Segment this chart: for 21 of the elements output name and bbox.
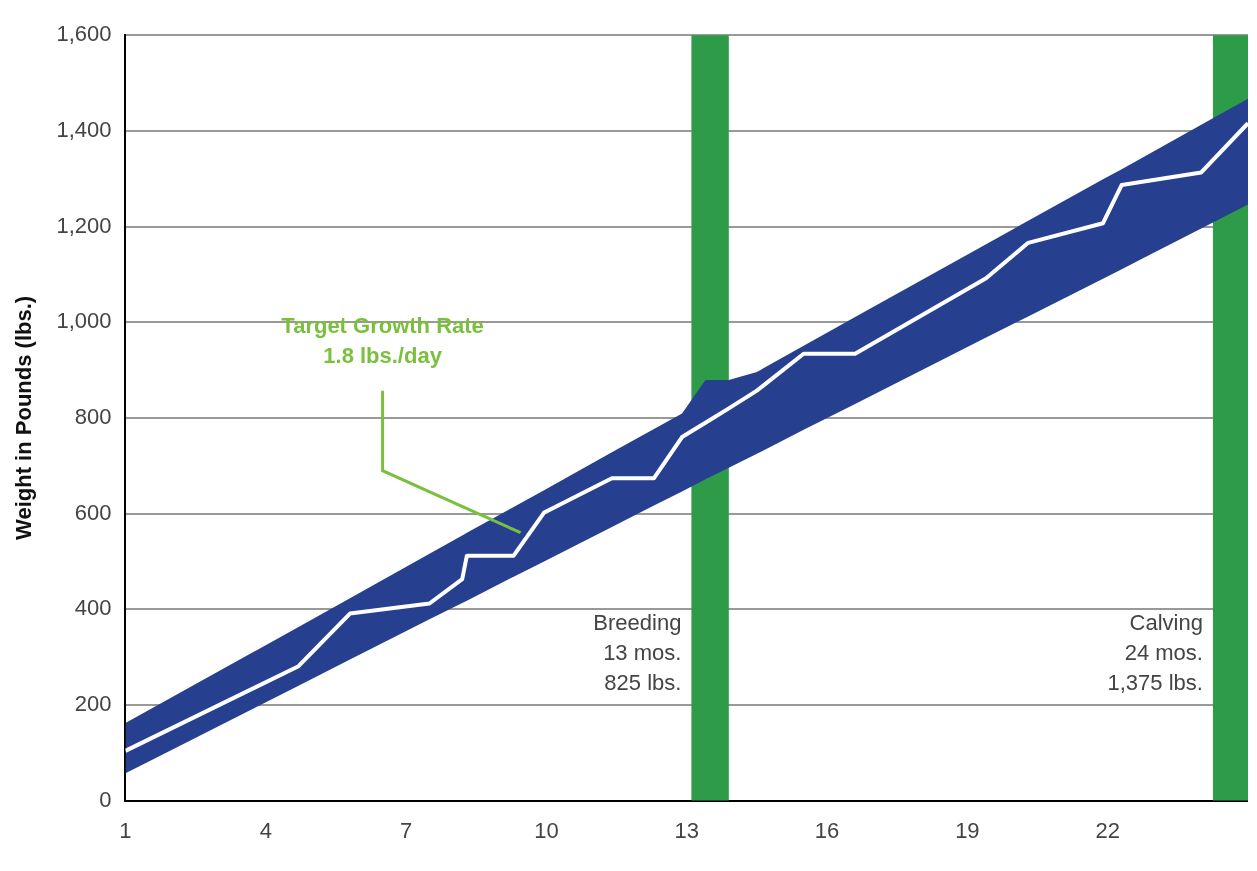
- band-label: Calving 24 mos. 1,375 lbs.: [1107, 610, 1203, 696]
- x-tick-label: 10: [534, 817, 559, 843]
- y-tick-label: 400: [74, 595, 112, 621]
- y-axis-title: Weight in Pounds (lbs.): [11, 295, 37, 540]
- x-tick-label: 22: [1095, 817, 1120, 843]
- x-tick-label: 13: [674, 817, 699, 843]
- y-tick-label: 1,200: [56, 212, 112, 238]
- x-tick-label: 1: [119, 817, 132, 843]
- x-tick-label: 16: [814, 817, 840, 843]
- y-tick-label: 1,600: [56, 21, 112, 47]
- x-tick-label: 19: [955, 817, 980, 843]
- y-tick-label: 1,000: [56, 308, 112, 334]
- y-tick-label: 600: [74, 499, 112, 525]
- x-tick-label: 4: [259, 817, 272, 843]
- y-tick-label: 800: [74, 403, 112, 429]
- y-tick-label: 200: [74, 690, 112, 716]
- x-tick-label: 7: [399, 817, 413, 843]
- annotation: Target Growth Rate 1.8 lbs./day: [281, 312, 484, 368]
- y-tick-label: 1,400: [56, 116, 112, 142]
- band-label: Breeding 13 mos. 825 lbs.: [593, 610, 682, 696]
- y-tick-label: 0: [99, 786, 112, 812]
